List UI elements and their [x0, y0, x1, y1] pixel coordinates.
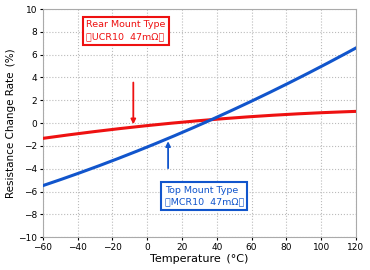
X-axis label: Temperature (°C): Temperature (°C): [150, 254, 249, 264]
Text: Rear Mount Type
（UCR10  47mΩ）: Rear Mount Type （UCR10 47mΩ）: [86, 21, 166, 41]
Text: Top Mount Type
（MCR10  47mΩ）: Top Mount Type （MCR10 47mΩ）: [165, 186, 244, 207]
Y-axis label: Resistance Change Rate (%): Resistance Change Rate (%): [6, 48, 16, 198]
